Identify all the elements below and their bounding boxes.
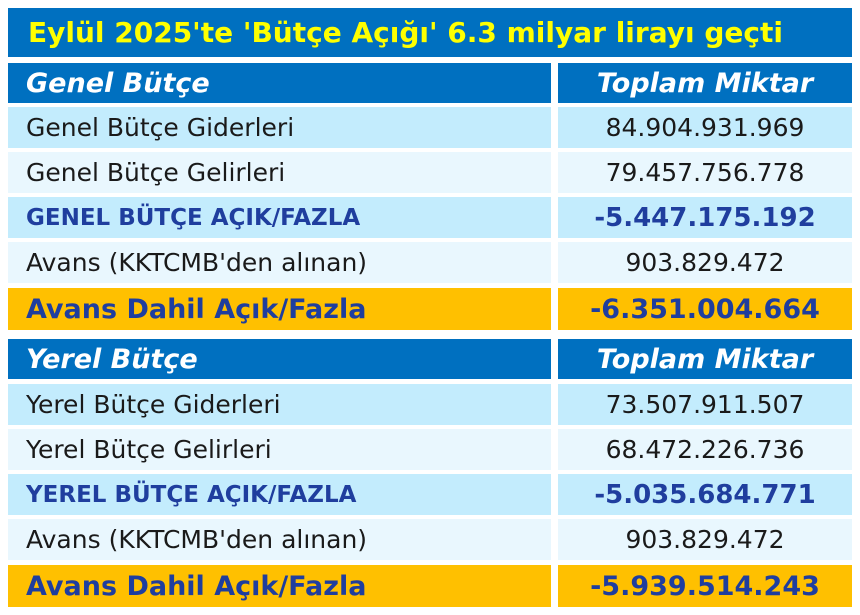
row-value: 73.507.911.507	[558, 384, 852, 425]
table-title: Eylül 2025'te 'Bütçe Açığı' 6.3 milyar l…	[8, 8, 852, 57]
row-value: -5.447.175.192	[558, 197, 852, 238]
local-budget-header-row: Yerel Bütçe Toplam Miktar	[8, 339, 852, 379]
local-revenues-row: Yerel Bütçe Gelirleri 68.472.226.736	[8, 429, 852, 470]
row-value: -6.351.004.664	[558, 288, 852, 330]
row-value: 903.829.472	[558, 519, 852, 560]
row-label: Avans (KKTCMB'den alınan)	[8, 519, 551, 560]
local-expenses-row: Yerel Bütçe Giderleri 73.507.911.507	[8, 384, 852, 425]
row-value: -5.939.514.243	[558, 565, 852, 607]
row-label: Yerel Bütçe Giderleri	[8, 384, 551, 425]
general-budget-header-label: Genel Bütçe	[8, 63, 551, 103]
row-value: 903.829.472	[558, 242, 852, 283]
general-total-with-advance-row: Avans Dahil Açık/Fazla -6.351.004.664	[8, 288, 852, 330]
row-label: Avans Dahil Açık/Fazla	[8, 288, 551, 330]
local-total-with-advance-row: Avans Dahil Açık/Fazla -5.939.514.243	[8, 565, 852, 607]
row-label: Genel Bütçe Giderleri	[8, 107, 551, 148]
general-advance-row: Avans (KKTCMB'den alınan) 903.829.472	[8, 242, 852, 283]
general-revenues-row: Genel Bütçe Gelirleri 79.457.756.778	[8, 152, 852, 193]
general-expenses-row: Genel Bütçe Giderleri 84.904.931.969	[8, 107, 852, 148]
row-label: Yerel Bütçe Gelirleri	[8, 429, 551, 470]
general-budget-header-amount: Toplam Miktar	[558, 63, 852, 103]
row-label: GENEL BÜTÇE AÇIK/FAZLA	[8, 197, 551, 238]
row-value: 68.472.226.736	[558, 429, 852, 470]
row-value: 79.457.756.778	[558, 152, 852, 193]
general-deficit-row: GENEL BÜTÇE AÇIK/FAZLA -5.447.175.192	[8, 197, 852, 238]
row-value: -5.035.684.771	[558, 474, 852, 515]
local-budget-header-label: Yerel Bütçe	[8, 339, 551, 379]
local-deficit-row: YEREL BÜTÇE AÇIK/FAZLA -5.035.684.771	[8, 474, 852, 515]
local-budget-header-amount: Toplam Miktar	[558, 339, 852, 379]
local-advance-row: Avans (KKTCMB'den alınan) 903.829.472	[8, 519, 852, 560]
row-label: Avans Dahil Açık/Fazla	[8, 565, 551, 607]
row-label: YEREL BÜTÇE AÇIK/FAZLA	[8, 474, 551, 515]
row-label: Genel Bütçe Gelirleri	[8, 152, 551, 193]
row-value: 84.904.931.969	[558, 107, 852, 148]
row-label: Avans (KKTCMB'den alınan)	[8, 242, 551, 283]
general-budget-header-row: Genel Bütçe Toplam Miktar	[8, 63, 852, 103]
